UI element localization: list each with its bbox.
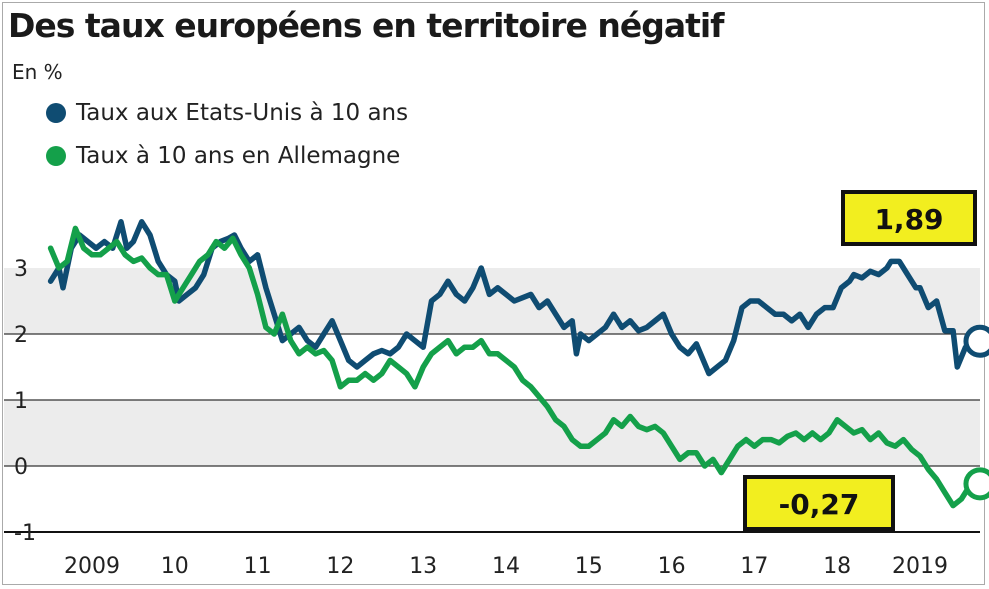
- x-tick-label: 10: [161, 554, 189, 579]
- legend-dot-us: [46, 103, 66, 123]
- callout-box-de: [743, 475, 895, 531]
- chart-title: Des taux européens en territoire négatif: [8, 6, 725, 45]
- legend-dot-de: [46, 146, 66, 166]
- y-tick-label: 0: [14, 455, 28, 480]
- series-line-de: [47, 225, 981, 509]
- callout-box-us: [841, 190, 977, 246]
- x-tick-label: 17: [740, 554, 768, 579]
- legend-item-de: Taux à 10 ans en Allemagne: [46, 143, 400, 169]
- x-tick-label: 11: [244, 554, 272, 579]
- x-tick-label: 13: [409, 554, 437, 579]
- y-tick-label: -1: [14, 521, 36, 546]
- callout-label-us: 1,89: [874, 203, 943, 236]
- x-tick-label: 16: [658, 554, 686, 579]
- legend-label-de: Taux à 10 ans en Allemagne: [76, 143, 401, 169]
- x-tick-label: 18: [823, 554, 851, 579]
- end-marker-us: [963, 324, 989, 358]
- y-tick-label: 1: [14, 389, 28, 414]
- end-marker-de: [963, 467, 989, 501]
- y-tick-label: 2: [14, 323, 28, 348]
- y-tick-label: 3: [14, 257, 28, 282]
- series-line-us: [47, 219, 981, 377]
- legend-item-us: Taux aux Etats-Unis à 10 ans: [46, 100, 408, 126]
- grid-band-1: [4, 400, 980, 466]
- x-tick-label: 14: [492, 554, 520, 579]
- callout-label-de: -0,27: [779, 488, 860, 521]
- x-tick-label: 2019: [892, 554, 948, 579]
- x-tick-label: 2009: [64, 554, 120, 579]
- x-tick-label: 12: [326, 554, 354, 579]
- legend-label-us: Taux aux Etats-Unis à 10 ans: [76, 100, 409, 126]
- unit-label: En %: [12, 60, 63, 84]
- x-tick-label: 15: [575, 554, 603, 579]
